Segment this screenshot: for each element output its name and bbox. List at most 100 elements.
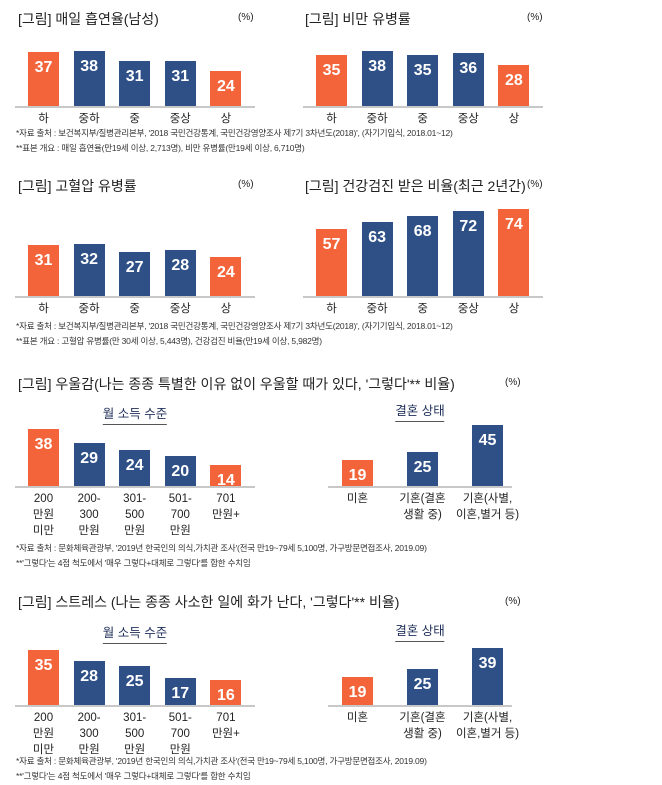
bar-value-label: 32: [80, 250, 98, 268]
bar: [73, 442, 105, 486]
bar: [210, 70, 242, 106]
bar: [119, 60, 151, 106]
bar: [361, 50, 393, 106]
bar-value-label: 14: [216, 472, 235, 489]
bar-value-label: 24: [216, 77, 235, 95]
bar: [407, 215, 439, 296]
bar: [28, 245, 59, 296]
bar-value-label: 39: [478, 655, 497, 673]
bar: [28, 650, 59, 705]
sample-note: **표본 개요 : 고혈압 유병률(만 30세 이상, 5,443명), 건강검…: [16, 336, 322, 346]
bar: [164, 60, 196, 106]
category-label: 중상: [169, 113, 191, 125]
category-label: 중: [129, 113, 140, 125]
bar: [407, 54, 439, 106]
bar-value-label: 38: [80, 57, 98, 75]
category-label: 상: [508, 113, 520, 125]
category-label: 하: [326, 113, 337, 125]
unit-label: (%): [238, 179, 254, 190]
bar: [210, 465, 242, 486]
bar-value-label: 19: [348, 684, 367, 702]
bar-value-label: 24: [125, 457, 144, 474]
bar-value-label: 24: [216, 263, 235, 281]
bar: [119, 665, 151, 705]
category-label: 200 만원 미만: [32, 493, 55, 537]
category-label: 중: [417, 303, 428, 315]
bar-value-label: 63: [368, 228, 386, 246]
bar: [472, 425, 503, 486]
category-label: 미혼: [346, 493, 369, 505]
category-label: 701 만원+: [211, 493, 240, 521]
bar: [164, 250, 196, 296]
unit-label: (%): [527, 12, 543, 23]
bar: [342, 677, 373, 705]
subtitle-marital: 결혼 상태: [395, 620, 445, 642]
definition-note: **'그렇다'는 4점 척도에서 '매우 그렇다+대체로 그렇다'를 합한 수치…: [16, 558, 251, 568]
bar-value-label: 37: [34, 58, 53, 76]
bar-value-label: 25: [413, 675, 432, 693]
chart-title-smoking: [그림] 매일 흡연율(남성): [18, 11, 159, 27]
chart-baseline: [15, 296, 255, 298]
unit-label: (%): [505, 596, 521, 607]
unit-label: (%): [238, 12, 254, 23]
bar-value-label: 38: [368, 57, 386, 75]
bar: [28, 429, 59, 486]
bar: [498, 208, 530, 296]
bar-value-label: 35: [34, 657, 53, 675]
chart-title-hypertension: [그림] 고혈압 유병률: [18, 178, 137, 194]
source-note: *자료 출처 : 보건복지부/질병관리본부, '2018 국민건강통계, 국민건…: [16, 128, 453, 138]
unit-label: (%): [527, 179, 543, 190]
category-label: 기혼(결혼 생활 중): [399, 712, 446, 740]
bar-value-label: 57: [322, 235, 341, 253]
category-label: 상: [508, 303, 520, 315]
category-label: 200- 300 만원: [77, 493, 101, 537]
bar: [407, 668, 438, 705]
bar: [316, 228, 347, 296]
bar: [498, 65, 530, 106]
bar-value-label: 28: [504, 72, 523, 90]
category-label: 기혼(결혼 생활 중): [399, 493, 446, 521]
source-note: *자료 출처 : 문화체육관광부, '2019년 한국인의 의식,가치관 조사'…: [16, 543, 427, 553]
bar: [452, 53, 484, 106]
unit-label: (%): [505, 377, 521, 388]
category-label: 501- 700 만원: [168, 493, 192, 537]
bar: [164, 456, 196, 486]
bar-value-label: 25: [125, 672, 144, 690]
chart-title-obesity: [그림] 비만 유병률: [305, 11, 411, 27]
category-label: 701 만원+: [211, 712, 240, 740]
source-note: *자료 출처 : 문화체육관광부, '2019년 한국인의 의식,가치관 조사'…: [16, 756, 427, 766]
chart-title-checkup: [그림] 건강검진 받은 비율(최근 2년간): [305, 178, 526, 194]
category-label: 기혼(사별, 이혼,별거 등): [455, 712, 520, 740]
bar: [210, 256, 242, 296]
bar: [361, 221, 393, 296]
bar-value-label: 31: [125, 67, 144, 85]
category-label: 501- 700 만원: [168, 712, 192, 756]
sample-note: **표본 개요 : 매일 흡연율(만19세 이상, 2,713명), 비만 유병…: [16, 143, 305, 153]
bar-value-label: 72: [459, 218, 478, 236]
bar-value-label: 28: [171, 257, 190, 275]
bar: [119, 450, 151, 486]
bar: [73, 661, 105, 705]
bar: [28, 51, 59, 106]
category-label: 상: [220, 303, 232, 315]
bar: [342, 460, 373, 486]
bar-value-label: 31: [171, 67, 190, 85]
chart-baseline: [15, 705, 255, 707]
category-label: 중하: [78, 303, 100, 315]
bar: [73, 50, 105, 106]
category-label: 하: [38, 303, 49, 315]
bar-value-label: 38: [34, 436, 53, 453]
chart-baseline: [328, 486, 512, 488]
category-label: 중: [417, 113, 428, 125]
bar-value-label: 31: [34, 252, 53, 270]
source-note: *자료 출처 : 보건복지부/질병관리본부, '2018 국민건강통계, 국민건…: [16, 321, 453, 331]
chart-baseline: [15, 486, 255, 488]
subtitle-income: 월 소득 수준: [102, 622, 168, 644]
bar-value-label: 68: [413, 222, 432, 240]
category-label: 중상: [457, 303, 479, 315]
bar-value-label: 17: [171, 685, 190, 703]
definition-note: **'그렇다'는 4점 척도에서 '매우 그렇다+대체로 그렇다'를 합한 수치…: [16, 771, 251, 781]
chart-baseline: [328, 705, 512, 707]
category-label: 미혼: [346, 712, 369, 724]
category-label: 중상: [457, 113, 479, 125]
